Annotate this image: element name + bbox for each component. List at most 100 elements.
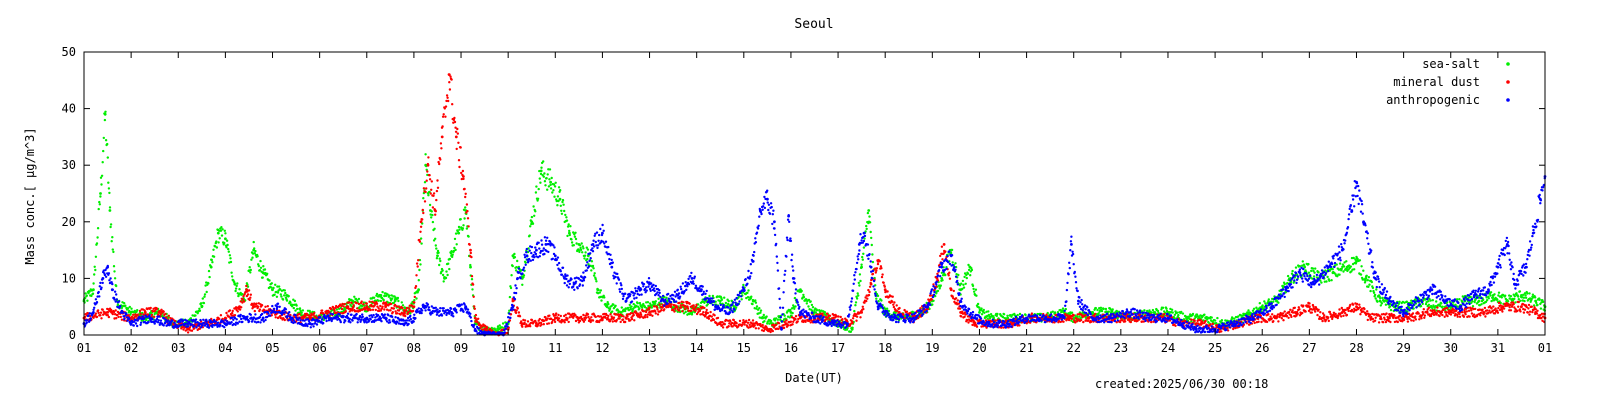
data-point [957, 273, 960, 277]
data-point [227, 247, 230, 251]
data-point [1006, 314, 1009, 317]
data-point [740, 298, 743, 301]
data-point [471, 288, 474, 291]
data-point [108, 191, 111, 195]
data-point [1366, 279, 1370, 282]
data-point [113, 277, 117, 280]
data-point [218, 317, 221, 320]
data-point [594, 315, 597, 319]
data-point [249, 271, 252, 274]
data-point [1541, 300, 1545, 304]
data-point [975, 294, 978, 297]
data-point [1480, 303, 1483, 306]
data-point [430, 180, 433, 183]
data-point [939, 254, 942, 258]
data-point [107, 315, 111, 319]
data-point [865, 227, 868, 231]
data-point [252, 240, 255, 244]
data-point [119, 315, 123, 319]
data-point [439, 158, 442, 161]
data-point [1171, 311, 1174, 314]
data-point [930, 298, 933, 301]
data-point [1504, 294, 1507, 297]
data-point [340, 307, 344, 311]
data-point [95, 242, 99, 245]
data-point [684, 308, 687, 311]
data-point [586, 313, 590, 316]
data-point [638, 307, 641, 310]
data-point [656, 308, 659, 311]
data-point [534, 191, 538, 194]
data-point [880, 275, 884, 279]
data-point [207, 282, 210, 285]
data-point [1291, 309, 1294, 312]
data-point [421, 208, 424, 212]
data-point [866, 297, 869, 300]
data-point [855, 297, 859, 300]
data-point [150, 313, 154, 317]
data-point [411, 309, 415, 313]
data-point [419, 230, 422, 233]
data-point [453, 246, 456, 250]
data-point [880, 267, 883, 270]
data-point [895, 304, 898, 307]
data-point [461, 173, 464, 177]
data-point [430, 210, 433, 213]
data-point [965, 273, 968, 277]
data-point [1002, 313, 1006, 316]
data-point [528, 234, 531, 237]
data-point [1367, 285, 1370, 288]
data-point [216, 231, 220, 235]
data-point [273, 293, 276, 296]
data-point [155, 307, 159, 311]
data-point [793, 307, 796, 310]
data-point [453, 116, 456, 120]
data-point [1487, 297, 1491, 300]
data-point [529, 225, 532, 228]
data-point [673, 310, 676, 313]
data-point [624, 309, 627, 313]
data-point [277, 285, 281, 288]
data-point [582, 247, 585, 250]
data-point [964, 282, 967, 285]
data-point [972, 287, 975, 291]
data-point [1427, 303, 1431, 306]
data-point [433, 208, 436, 211]
data-point [1354, 262, 1358, 265]
data-point [1524, 294, 1527, 297]
data-point [1532, 304, 1536, 307]
data-point [1270, 317, 1273, 320]
data-point [749, 297, 752, 300]
data-point [263, 268, 267, 271]
data-point [1314, 267, 1317, 270]
data-point [430, 216, 433, 219]
data-point [971, 323, 974, 327]
data-point [555, 312, 558, 315]
data-point [442, 280, 445, 283]
data-point [857, 294, 860, 297]
data-point [948, 277, 952, 280]
data-point [94, 312, 98, 315]
data-point [301, 309, 305, 312]
data-point [95, 315, 99, 319]
data-point [794, 315, 798, 318]
data-point [535, 321, 538, 324]
data-point [389, 302, 393, 306]
data-point [986, 317, 989, 320]
data-point [802, 295, 806, 299]
data-point [501, 322, 505, 325]
data-point [549, 183, 552, 187]
data-point [954, 297, 958, 300]
data-point [861, 305, 864, 308]
data-point [1156, 309, 1160, 313]
data-point [654, 310, 657, 313]
data-point [1518, 290, 1522, 293]
data-point [1257, 320, 1260, 323]
data-point [198, 309, 202, 312]
data-point [350, 309, 354, 312]
data-point [365, 302, 368, 305]
data-point [97, 311, 100, 315]
data-point [757, 327, 760, 330]
data-point [560, 212, 564, 215]
data-point [689, 311, 692, 315]
